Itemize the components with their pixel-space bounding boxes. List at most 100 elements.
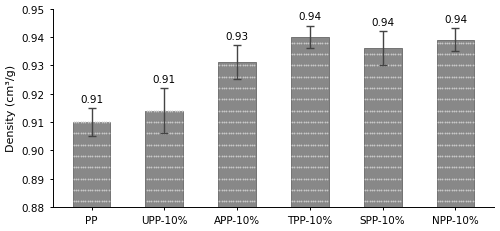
Point	[79, 143, 87, 147]
Point	[380, 166, 388, 170]
Point	[380, 200, 388, 204]
Point	[234, 98, 242, 102]
Point	[77, 188, 85, 192]
Point	[159, 121, 167, 124]
Point	[91, 200, 99, 204]
Point	[166, 155, 174, 158]
Point	[77, 166, 85, 170]
Point	[446, 188, 454, 192]
Point	[230, 177, 237, 181]
Point	[382, 109, 390, 113]
Point	[234, 132, 242, 136]
Point	[72, 188, 80, 192]
Point	[300, 64, 308, 68]
Point	[154, 121, 162, 124]
Point	[216, 177, 224, 181]
Point	[391, 166, 399, 170]
Point	[241, 166, 249, 170]
Point	[100, 132, 108, 136]
Point	[250, 143, 258, 147]
Point	[446, 200, 454, 204]
Point	[304, 200, 312, 204]
Point	[88, 177, 96, 181]
Point	[361, 155, 369, 158]
Point	[380, 98, 388, 102]
Point	[102, 121, 110, 124]
Point	[468, 98, 476, 102]
Point	[454, 42, 462, 45]
Point	[438, 188, 446, 192]
Point	[302, 121, 310, 124]
Point	[224, 177, 232, 181]
Point	[145, 132, 153, 136]
Point	[156, 166, 164, 170]
Point	[368, 87, 376, 91]
Point	[288, 121, 296, 124]
Point	[464, 132, 472, 136]
Point	[302, 87, 310, 91]
Point	[386, 121, 394, 124]
Point	[462, 177, 469, 181]
Point	[164, 121, 172, 124]
Point	[232, 177, 239, 181]
Point	[230, 155, 237, 158]
Point	[454, 76, 462, 79]
Point	[154, 188, 162, 192]
Point	[147, 166, 155, 170]
Point	[464, 200, 472, 204]
Point	[377, 64, 385, 68]
Point	[293, 64, 301, 68]
Point	[454, 109, 462, 113]
Point	[460, 109, 468, 113]
Point	[295, 53, 303, 57]
Point	[316, 132, 324, 136]
Point	[88, 200, 96, 204]
Point	[307, 98, 315, 102]
Point	[150, 177, 158, 181]
Point	[100, 143, 108, 147]
Point	[370, 87, 378, 91]
Point	[84, 132, 92, 136]
Point	[152, 177, 160, 181]
Point	[166, 121, 174, 124]
Point	[74, 166, 82, 170]
Point	[232, 76, 239, 79]
Point	[366, 166, 374, 170]
Point	[295, 200, 303, 204]
Point	[293, 188, 301, 192]
Point	[446, 177, 454, 181]
Point	[145, 188, 153, 192]
Point	[290, 166, 298, 170]
Point	[218, 87, 226, 91]
Point	[300, 53, 308, 57]
Point	[382, 53, 390, 57]
Point	[145, 109, 153, 113]
Point	[309, 155, 317, 158]
Point	[446, 143, 454, 147]
Point	[307, 166, 315, 170]
Point	[363, 188, 371, 192]
Point	[454, 132, 462, 136]
Point	[218, 200, 226, 204]
Point	[316, 155, 324, 158]
Point	[154, 143, 162, 147]
Point	[234, 121, 242, 124]
Point	[161, 188, 169, 192]
Point	[370, 155, 378, 158]
Point	[166, 177, 174, 181]
Point	[82, 143, 90, 147]
Point	[389, 87, 397, 91]
Point	[222, 155, 230, 158]
Point	[98, 143, 106, 147]
Point	[79, 200, 87, 204]
Point	[366, 188, 374, 192]
Point	[232, 155, 239, 158]
Point	[168, 155, 176, 158]
Point	[227, 188, 235, 192]
Point	[248, 166, 256, 170]
Point	[248, 109, 256, 113]
Point	[96, 166, 104, 170]
Point	[250, 132, 258, 136]
Point	[298, 53, 306, 57]
Point	[457, 42, 465, 45]
